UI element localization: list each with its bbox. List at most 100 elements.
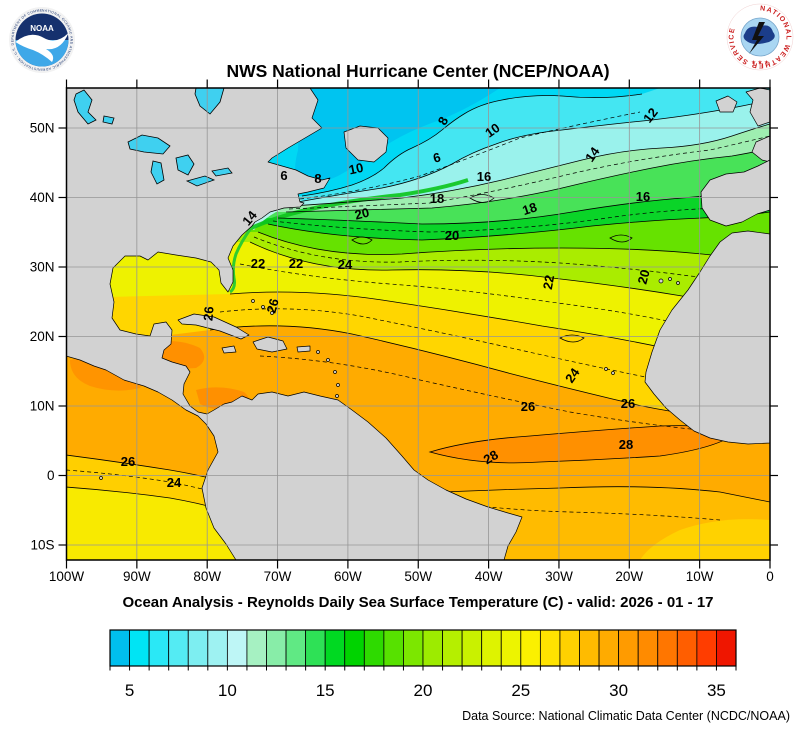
land-americas <box>66 88 523 560</box>
isotherm-label: 22 <box>251 256 265 271</box>
colorbar-cell <box>246 629 267 667</box>
colorbar-cell <box>305 629 326 667</box>
lon-label: 60W <box>334 569 362 584</box>
landmasses <box>66 88 770 560</box>
lakes <box>73 88 233 187</box>
lake-superior <box>127 134 171 155</box>
colorbar-cell <box>148 629 170 667</box>
isotherm-label: 18 <box>520 199 538 218</box>
lon-label: 70W <box>264 569 292 584</box>
colorbar-tick-label: 5 <box>125 681 134 700</box>
colorbar <box>109 629 737 667</box>
colorbar-cell <box>207 629 228 667</box>
isotherm-label: 22 <box>289 256 303 271</box>
colorbar-cell <box>716 629 737 667</box>
colorbar-cell <box>500 629 522 667</box>
isotherm-label: 18 <box>430 191 444 206</box>
colorbar-cell <box>696 629 717 667</box>
colorbar-cell <box>226 629 248 667</box>
colorbar-tick-label: 30 <box>609 681 628 700</box>
isotherm-label: 16 <box>636 189 650 204</box>
land-africa <box>644 230 770 445</box>
lake-winnipeg <box>73 89 97 125</box>
nws-logo-stars: ★ ★ ★ <box>751 59 769 66</box>
colorbar-cell <box>579 629 600 667</box>
land-puerto-rico <box>296 345 311 353</box>
lon-label: 40W <box>475 569 503 584</box>
land-france <box>751 135 770 163</box>
lat-label: 40N <box>30 190 55 205</box>
colorbar-cell <box>383 629 404 667</box>
lat-label: 50N <box>30 121 55 136</box>
longitude-axis-labels: 100W 90W 80W 70W 60W 50W 40W 30W 20W 10W 0 <box>49 569 774 584</box>
isotherm-label: 16 <box>477 169 491 184</box>
noaa-logo-label: NOAA <box>30 24 54 33</box>
nws-logo: NATIONAL WEATHER SERVICE ★ ★ ★ <box>726 3 794 71</box>
lat-label: 30N <box>30 260 55 275</box>
isotherm-label: 26 <box>264 297 282 315</box>
colorbar-cell <box>168 629 189 667</box>
colorbar-cell <box>324 629 346 667</box>
colorbar-cell <box>422 629 443 667</box>
noaa-logo-gull-icon <box>15 33 69 62</box>
latitude-axis-labels: 50N 40N 30N 20N 10N 0 10S <box>30 121 55 553</box>
isotherm-label: 10 <box>347 160 364 178</box>
colorbar-cell <box>129 629 150 667</box>
lake-ontario <box>211 167 233 177</box>
colorbar-cell <box>481 629 502 667</box>
colorbar-cell <box>539 629 561 667</box>
colorbar-cell <box>344 629 365 667</box>
colorbar-labels: 5 10 15 20 25 30 35 <box>125 681 726 700</box>
nws-logo-cloud-icon <box>743 25 775 44</box>
isotherm-label: 10 <box>482 120 502 141</box>
colorbar-cell <box>559 629 580 667</box>
colorbar-cell <box>657 629 678 667</box>
colorbar-cell <box>363 629 385 667</box>
lat-label: 0 <box>47 468 55 483</box>
land-jamaica <box>221 345 237 354</box>
colorbar-cell <box>676 629 698 667</box>
isotherm-label: 26 <box>521 399 535 414</box>
colorbar-tick-label: 35 <box>707 681 726 700</box>
colorbar-tick-label: 10 <box>218 681 237 700</box>
land-ireland <box>715 95 738 113</box>
lon-label: 20W <box>615 569 643 584</box>
colorbar-cell <box>520 629 541 667</box>
lon-label: 10W <box>686 569 714 584</box>
nws-logo-lightning-icon <box>749 22 765 54</box>
colorbar-cell <box>285 629 307 667</box>
land-newfoundland <box>343 125 389 163</box>
isotherm-label: 26 <box>621 396 635 411</box>
isotherm-label: 28 <box>481 447 501 467</box>
colorbar-tick-label: 25 <box>511 681 530 700</box>
land-iberia <box>700 159 770 227</box>
axis-ticks <box>58 79 778 569</box>
page-title: NWS National Hurricane Center (NCEP/NOAA… <box>226 61 609 81</box>
land-cuba <box>177 313 250 340</box>
lake-huron <box>175 154 195 176</box>
colorbar-cell <box>461 629 483 667</box>
lon-label: 30W <box>545 569 573 584</box>
data-source-note: Data Source: National Climatic Data Cent… <box>462 709 790 723</box>
isotherm-label: 20 <box>445 228 459 243</box>
colorbar-tick-label: 15 <box>316 681 335 700</box>
colorbar-cell <box>618 629 639 667</box>
colorbar-cell <box>187 629 209 667</box>
colorbar-ticks <box>109 666 737 671</box>
lon-label: 100W <box>49 569 85 584</box>
lat-label: 10S <box>30 538 54 553</box>
isotherm-label: 24 <box>167 475 182 490</box>
noaa-logo: NATIONAL OCEANIC AND ATMOSPHERIC ADMINIS… <box>0 0 75 73</box>
isotherm-label: 26 <box>200 306 216 322</box>
isotherm-label: 20 <box>353 205 371 223</box>
isotherm-label: 22 <box>540 274 557 291</box>
colorbar-cell <box>109 629 130 667</box>
colorbar-cell <box>403 629 424 667</box>
lake-michigan <box>150 160 165 185</box>
isotherm-label: 6 <box>431 149 442 165</box>
lon-label: 80W <box>193 569 221 584</box>
lat-label: 10N <box>30 399 55 414</box>
lon-label: 50W <box>404 569 432 584</box>
lon-label: 90W <box>123 569 151 584</box>
